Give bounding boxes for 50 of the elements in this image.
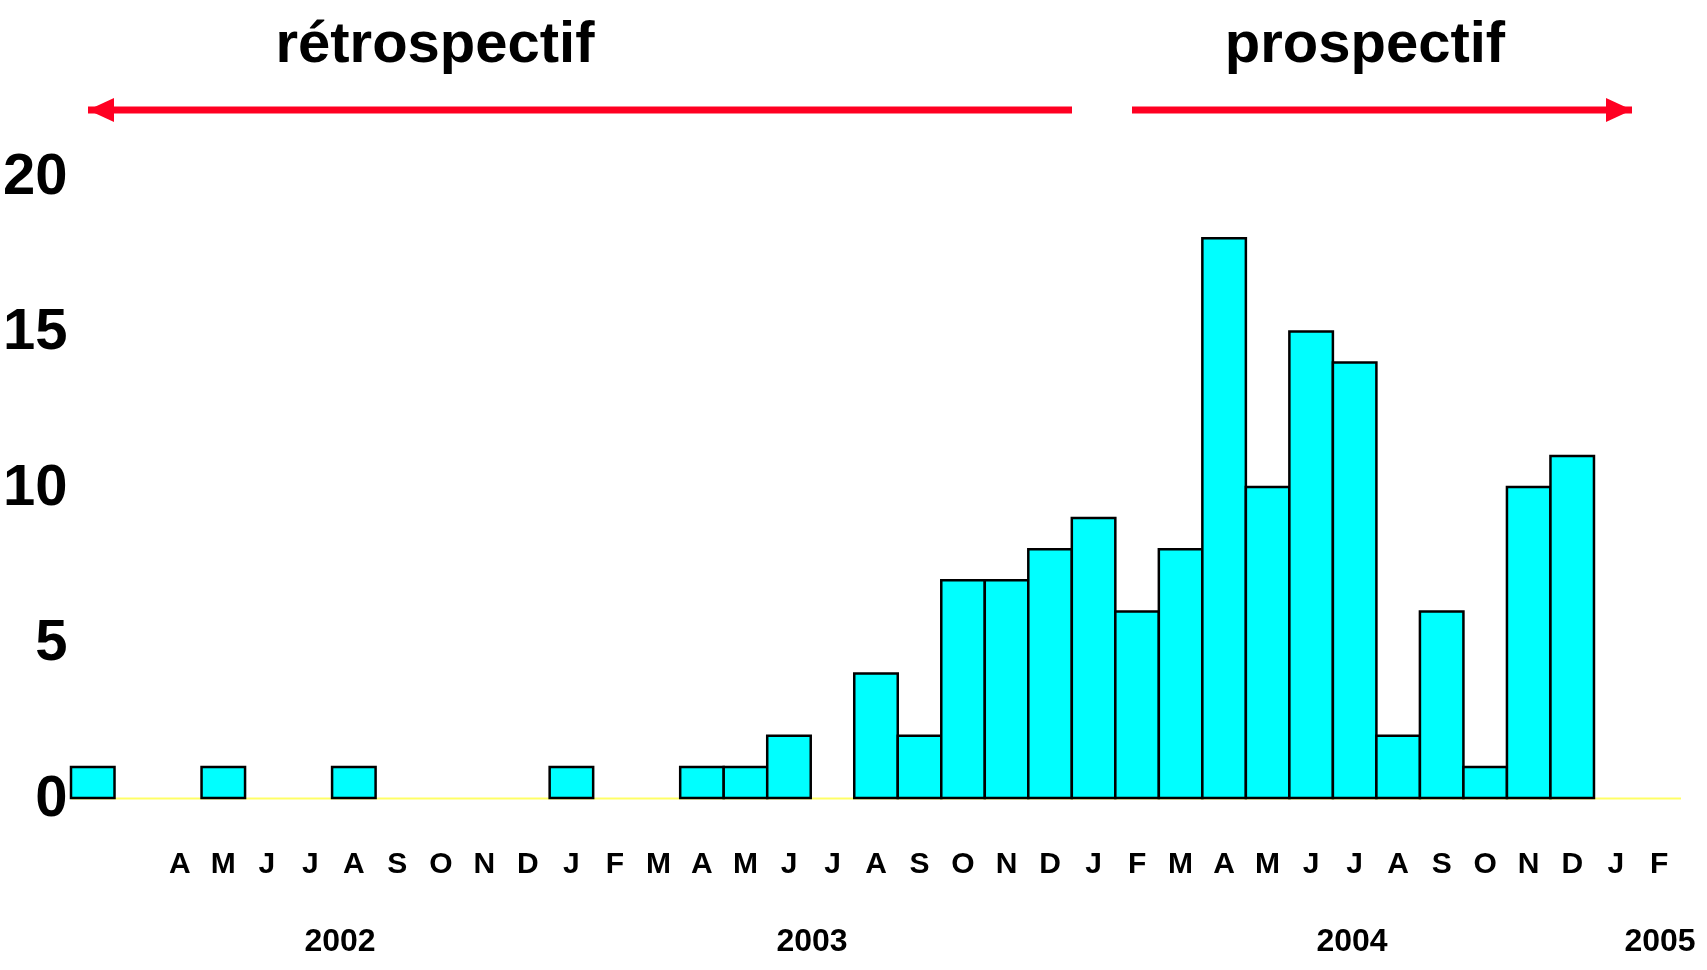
- x-tick-label: A: [691, 845, 713, 879]
- text: 2003: [776, 922, 848, 959]
- x-tick-label: F: [1127, 845, 1147, 879]
- y-tick-label: 15: [2, 296, 68, 361]
- x-tick-label: S: [387, 845, 408, 879]
- x-tick-label: J: [1085, 845, 1102, 879]
- x-tick-label: D: [1039, 845, 1061, 879]
- x-tick-label: N: [1517, 845, 1540, 879]
- x-tick-label: A: [1213, 845, 1235, 879]
- bar: [200, 765, 247, 800]
- x-tick-label: A: [343, 845, 365, 879]
- text: 2005: [1624, 922, 1696, 959]
- x-tick-label: A: [168, 845, 191, 879]
- x-tick-label: J: [1607, 845, 1625, 879]
- x-tick-label: M: [210, 845, 236, 879]
- x-tick-label: A: [1387, 845, 1409, 879]
- text: 2004: [1316, 922, 1388, 959]
- x-tick-label: M: [732, 845, 758, 879]
- x-tick-label: O: [1473, 845, 1497, 879]
- y-tick-label: 20: [2, 140, 68, 206]
- text: 2002: [304, 922, 376, 959]
- x-tick-label: N: [473, 845, 496, 879]
- x-tick-label: J: [780, 845, 798, 879]
- bar: [548, 765, 595, 800]
- x-tick-label: J: [301, 845, 319, 879]
- x-tick-label: M: [1168, 845, 1194, 879]
- x-tick-label: A: [865, 845, 887, 879]
- x-tick-label: M: [645, 845, 671, 879]
- x-tick-label: J: [563, 845, 580, 879]
- x-tick-label: F: [605, 845, 625, 879]
- y-tick-label: 10: [2, 451, 68, 517]
- y-tick-label: 0: [35, 762, 68, 828]
- x-tick-label: O: [429, 845, 453, 879]
- x-tick-label: J: [1302, 845, 1320, 879]
- x-tick-label: M: [1255, 845, 1281, 879]
- y-tick-label: 5: [35, 607, 68, 672]
- x-tick-label: D: [517, 845, 539, 879]
- x-tick-label: O: [951, 845, 975, 879]
- x-tick-label: J: [1346, 845, 1363, 879]
- text: rétrospectif: [275, 8, 595, 75]
- bar: [69, 765, 116, 800]
- x-tick-label: J: [258, 845, 276, 879]
- x-tick-label: D: [1561, 845, 1584, 879]
- x-tick-label: S: [1431, 845, 1452, 879]
- x-tick-label: S: [909, 845, 930, 879]
- x-tick-label: J: [824, 845, 841, 879]
- bar: [330, 765, 377, 800]
- x-tick-label: N: [995, 845, 1018, 879]
- x-tick-label: F: [1650, 845, 1669, 879]
- text: prospectif: [1224, 8, 1506, 75]
